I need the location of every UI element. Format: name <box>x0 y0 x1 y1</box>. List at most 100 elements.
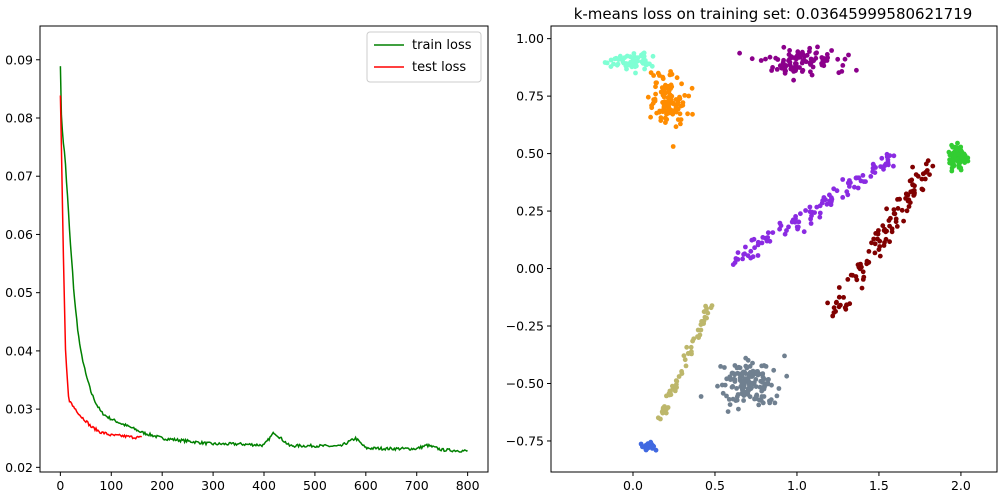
cluster-4-point <box>740 256 745 262</box>
cluster-7-point <box>730 396 736 402</box>
cluster-5-point <box>864 261 870 267</box>
cluster-4-point <box>807 204 813 210</box>
cluster-7-point <box>715 383 720 389</box>
x-tick-label: 200 <box>150 478 174 493</box>
cluster-5-point <box>908 189 914 195</box>
cluster-1-point <box>658 115 664 121</box>
y-tick-label: 0.02 <box>5 460 33 475</box>
cluster-7-point <box>722 382 728 388</box>
x-tick-label: 1.5 <box>869 478 889 493</box>
cluster-4-point <box>759 240 765 246</box>
cluster-1-point <box>679 81 684 87</box>
cluster-7-point <box>743 355 749 361</box>
cluster-1-point <box>662 90 668 96</box>
cluster-4-point <box>840 195 846 200</box>
cluster-4-point <box>808 221 814 226</box>
cluster-2-point <box>782 68 788 74</box>
cluster-7-point <box>772 400 778 406</box>
cluster-2-point <box>781 57 786 63</box>
cluster-1-point <box>678 121 683 127</box>
x-tick-label: 0.0 <box>623 478 643 493</box>
cluster-1-point <box>682 93 688 98</box>
cluster-4-point <box>784 228 789 233</box>
cluster-1-point <box>677 111 683 117</box>
cluster-3-point <box>950 144 955 150</box>
cluster-7-point <box>771 367 777 373</box>
cluster-7-point <box>742 380 747 386</box>
cluster-0-point <box>641 57 646 63</box>
x-tick-label: 0 <box>56 478 64 493</box>
cluster-2-point <box>770 65 775 70</box>
cluster-7-point <box>761 363 767 368</box>
cluster-7-point <box>731 376 737 382</box>
cluster-2-point <box>835 56 841 62</box>
cluster-1-point <box>665 99 671 105</box>
x-tick-label: 600 <box>354 478 378 493</box>
cluster-4-point <box>741 252 746 257</box>
cluster-1-point <box>664 111 670 116</box>
cluster-6-point <box>704 315 709 321</box>
legend-train-label: train loss <box>412 38 472 53</box>
cluster-4-point <box>782 231 788 237</box>
cluster-5-point <box>876 228 881 233</box>
cluster-5-point <box>894 224 900 229</box>
cluster-5-point <box>848 272 854 278</box>
cluster-7-point <box>718 364 723 369</box>
cluster-0-point <box>614 62 620 68</box>
cluster-5-point <box>841 295 846 300</box>
cluster-4-point <box>817 214 823 220</box>
series-line-1 <box>59 95 142 440</box>
cluster-4-point <box>883 161 889 167</box>
cluster-6-point <box>674 378 680 384</box>
cluster-5-point <box>897 196 902 202</box>
cluster-5-point <box>838 302 843 308</box>
cluster-2-point <box>749 56 755 62</box>
cluster-7-point <box>774 393 780 399</box>
cluster-4-point <box>751 236 757 242</box>
cluster-2-point <box>779 65 785 71</box>
cluster-7-point <box>726 397 732 402</box>
cluster-7-point <box>760 374 766 380</box>
cluster-2-point <box>797 65 802 70</box>
cluster-0-point <box>608 57 614 63</box>
cluster-2-point <box>767 54 773 60</box>
cluster-2-point <box>829 48 834 53</box>
cluster-6-point <box>698 327 704 333</box>
cluster-2-point <box>804 52 810 58</box>
cluster-7-point <box>749 385 754 390</box>
cluster-7-point <box>720 390 726 396</box>
cluster-7-point <box>754 371 760 377</box>
y-tick-label: 0.03 <box>5 402 33 417</box>
cluster-2-point <box>821 63 827 69</box>
cluster-3-point <box>951 163 957 169</box>
cluster-1-point <box>686 93 692 99</box>
y-tick-label: 0.04 <box>5 343 33 358</box>
cluster-1-point <box>648 70 654 76</box>
cluster-2-point <box>842 56 848 62</box>
cluster-4-point <box>735 257 741 262</box>
cluster-4-point <box>861 179 867 185</box>
cluster-4-point <box>793 214 798 219</box>
cluster-5-point <box>875 236 880 242</box>
cluster-4-point <box>814 204 820 210</box>
cluster-2-point <box>774 67 780 72</box>
x-tick-label: 1.0 <box>787 478 807 493</box>
cluster-6-point <box>658 416 663 422</box>
cluster-1-point <box>670 144 676 149</box>
cluster-8-point <box>651 444 657 449</box>
cluster-1-point <box>675 117 681 122</box>
cluster-4-point <box>871 163 877 169</box>
cluster-2-point <box>795 49 801 55</box>
cluster-7-point <box>735 392 741 397</box>
cluster-6-point <box>685 351 691 356</box>
x-tick-label: 700 <box>405 478 429 493</box>
cluster-4-point <box>796 219 802 225</box>
cluster-0-point <box>630 61 635 66</box>
cluster-5-point <box>833 300 839 306</box>
cluster-5-point <box>871 236 877 242</box>
cluster-2-point <box>763 56 768 62</box>
cluster-5-point <box>877 244 883 249</box>
cluster-1-point <box>650 100 656 106</box>
cluster-1-point <box>654 110 660 116</box>
y-tick-label: −0.75 <box>506 433 544 448</box>
